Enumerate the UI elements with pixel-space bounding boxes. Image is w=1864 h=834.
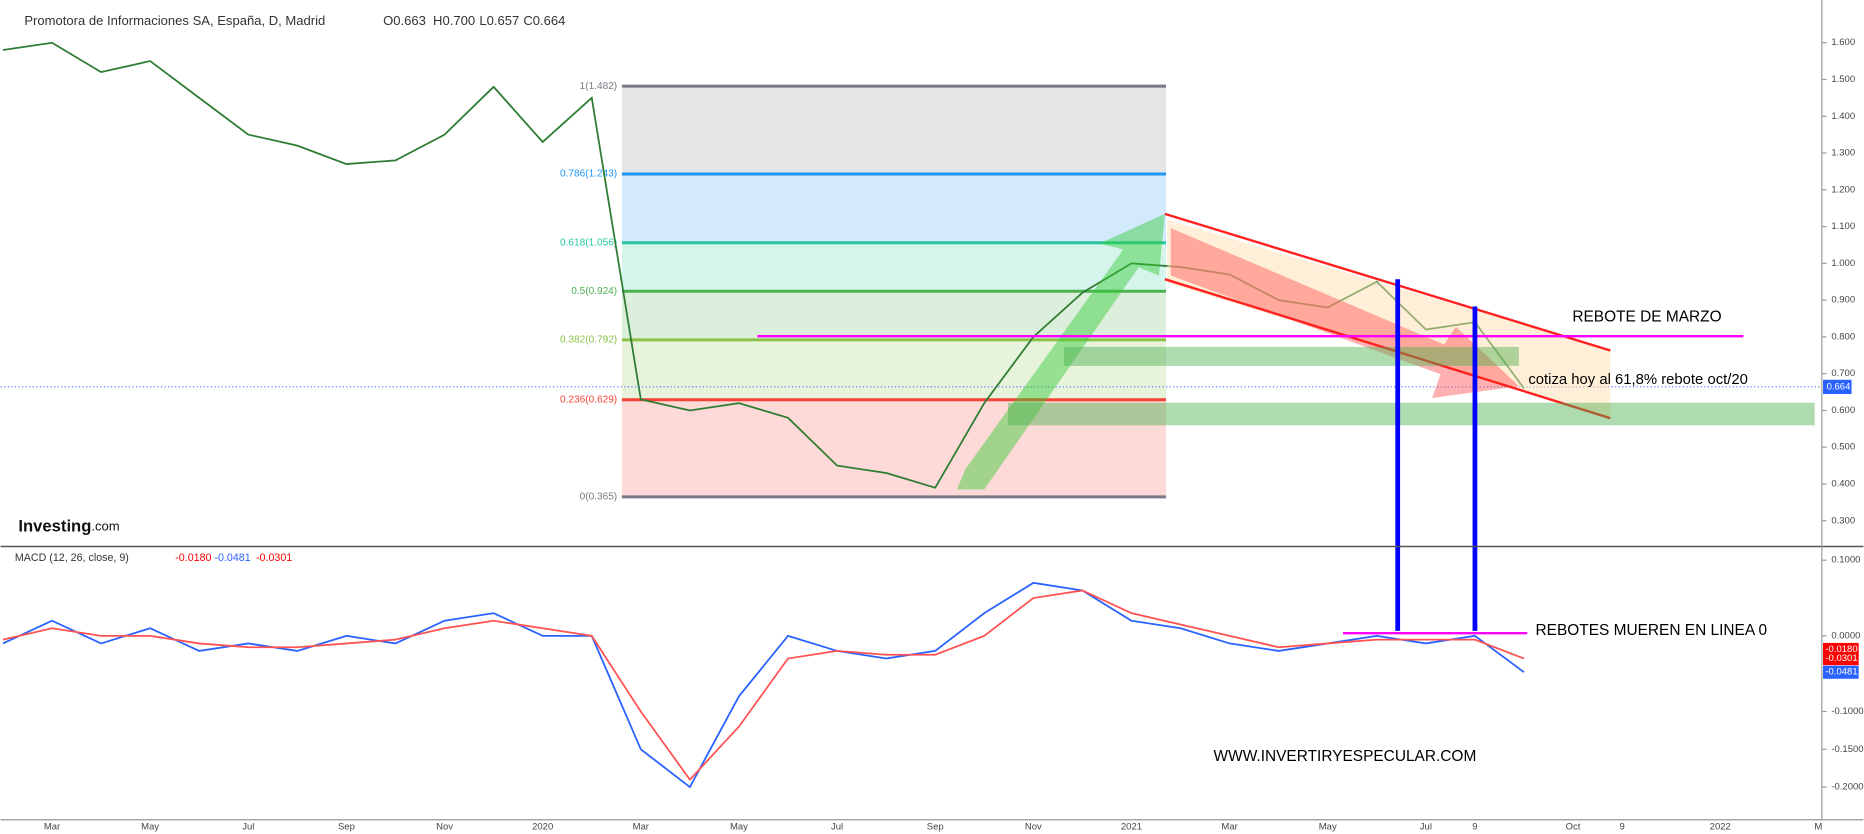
x-tick-label: 9: [1619, 821, 1624, 832]
y-tick-label: 0.700: [1831, 368, 1855, 379]
x-tick-label: Jul: [242, 821, 254, 832]
logo-suffix: .com: [91, 519, 119, 534]
y-tick-label: 0.800: [1831, 331, 1855, 342]
macd-value: -0.0180: [175, 552, 211, 564]
x-tick-label: Sep: [927, 821, 944, 832]
last-value-label: -0.0481: [1825, 667, 1857, 678]
x-tick-label: 9: [1472, 821, 1477, 832]
x-tick-label: May: [141, 821, 159, 832]
series-line: [2, 581, 1525, 789]
x-tick-label: Mar: [1221, 821, 1237, 832]
last-value-box: [1823, 652, 1859, 666]
fib-band: [621, 86, 1167, 174]
y-tick-label: 1.400: [1831, 111, 1855, 122]
y-tick-label: -0.1000: [1831, 706, 1863, 717]
channel-fill: [1167, 219, 1611, 419]
x-tick-label: Mar: [44, 821, 60, 832]
y-tick-label: 0.400: [1831, 478, 1855, 489]
macd-title: MACD (12, 26, close, 9): [15, 552, 129, 564]
fibonacci: 1(1.482) 0.786(1.243) 0.618(1.056) 0.5(0.92…: [560, 81, 1167, 503]
fib-band: [621, 173, 1167, 243]
macd-panel: 0.1000 0.0000 -0.1000 -0.1500 -0.2000 Mar May J…: [2, 555, 1864, 832]
ohlc: L0.657: [479, 13, 519, 28]
y-tick-label: 0.300: [1831, 515, 1855, 526]
fib-band: [621, 399, 1167, 497]
series-line: [2, 589, 1525, 781]
support-zone: [1063, 346, 1519, 366]
x-tick-label: Sep: [338, 821, 355, 832]
fib-label: 1(1.482): [580, 81, 618, 92]
y-tick-label: 1.500: [1831, 74, 1855, 85]
support-zone: [1008, 402, 1815, 426]
x-tick-label: 2022: [1710, 821, 1731, 832]
x-tick-label: May: [1319, 821, 1337, 832]
fib-band: [621, 242, 1167, 292]
y-tick-label: 1.300: [1831, 148, 1855, 159]
last-value-label: -0.0301: [1825, 653, 1857, 664]
ohlc: O0.663: [383, 13, 426, 28]
logo-brand: Investing: [18, 517, 91, 536]
channel-top: [1164, 212, 1611, 352]
y-tick-label: 0.1000: [1831, 555, 1860, 566]
x-tick-label: Nov: [436, 821, 453, 832]
macd-value: -0.0301: [256, 552, 292, 564]
y-tick-label: 1.600: [1831, 37, 1855, 48]
x-tick-label: May: [730, 821, 748, 832]
fib-label: 0(0.365): [580, 492, 618, 503]
annotation: REBOTES MUEREN EN LINEA 0: [1536, 622, 1768, 639]
annotation: cotiza hoy al 61,8% rebote oct/20: [1528, 372, 1748, 388]
ohlc: C0.664: [523, 13, 565, 28]
last-value-label: -0.0180: [1825, 644, 1857, 655]
y-tick-label: 0.600: [1831, 405, 1855, 416]
red-arrow: [1170, 228, 1519, 398]
y-tick-label: 1.100: [1831, 221, 1855, 232]
x-tick-label: Jul: [1420, 821, 1432, 832]
ohlc: H0.700: [433, 13, 475, 28]
channel-bottom: [1164, 278, 1611, 420]
symbol: Promotora de Informaciones SA, España, D…: [24, 13, 325, 28]
green-arrow: [956, 213, 1165, 490]
logo: Investing.com: [18, 517, 119, 536]
fib-label: 0.5(0.924): [571, 286, 617, 297]
x-tick-label: Nov: [1025, 821, 1042, 832]
y-tick-label: 0.500: [1831, 442, 1855, 453]
x-tick-label: 2021: [1121, 821, 1142, 832]
y-tick-label: 1.000: [1831, 258, 1855, 269]
y-tick-label: -0.1500: [1831, 744, 1863, 755]
y-tick-label: 0.0000: [1831, 630, 1860, 641]
fib-label: 0.236(0.629): [560, 394, 617, 405]
y-tick-label: 1.200: [1831, 184, 1855, 195]
x-tick-label: Jul: [831, 821, 843, 832]
x-tick-label: M: [1814, 821, 1822, 832]
y-tick-label: -0.2000: [1831, 782, 1863, 793]
x-tick-label: Mar: [633, 821, 649, 832]
last-price-label: 0.664: [1827, 381, 1851, 392]
y-tick-label: 0.900: [1831, 295, 1855, 306]
last-value-box: [1823, 665, 1859, 679]
fib-label: 0.382(0.792): [560, 335, 617, 346]
annotation: REBOTE DE MARZO: [1572, 308, 1721, 325]
fib-label: 0.786(1.243): [560, 169, 617, 180]
x-tick-label: 2020: [532, 821, 553, 832]
price-panel: 0.300 0.400 0.500 0.600 0.700 0.800 0.900 1.000…: [0, 37, 1855, 526]
macd-value: -0.0481: [214, 552, 250, 564]
x-tick-label: Oct: [1566, 821, 1581, 832]
fib-label: 0.618(1.056): [560, 237, 617, 248]
last-price-box: [1823, 379, 1852, 395]
annotation: WWW.INVERTIRYESPECULAR.COM: [1214, 748, 1477, 765]
fib-band: [621, 339, 1167, 400]
